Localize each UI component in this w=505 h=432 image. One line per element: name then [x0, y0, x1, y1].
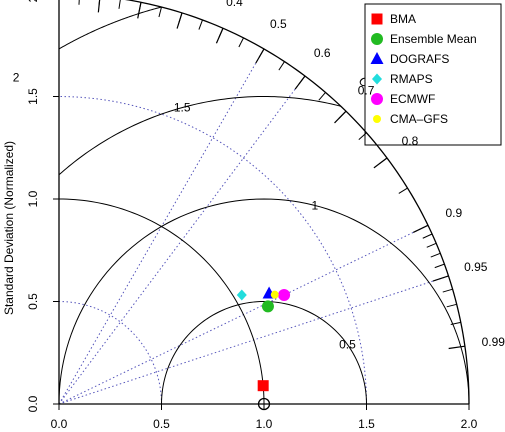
correlation-tick-label: 0.5	[270, 17, 287, 31]
correlation-minor-tick	[450, 321, 461, 325]
correlation-tick	[412, 224, 429, 233]
reference-marker	[257, 397, 271, 411]
correlation-tick	[373, 157, 388, 169]
x-tick-label: 1.0	[256, 417, 273, 431]
point-bma	[257, 380, 269, 392]
y-tick-label: 1.0	[26, 190, 40, 207]
point-ecmwf	[278, 288, 291, 301]
x-tick-label: 2.0	[461, 417, 478, 431]
correlation-tick	[294, 75, 306, 90]
correlation-minor-tick	[434, 263, 445, 269]
correlation-tick-label: 0.7	[358, 84, 375, 98]
x-tick-label: 1.5	[358, 417, 375, 431]
rmsd-contour-label: 1	[312, 198, 319, 212]
point-rmaps	[236, 289, 247, 301]
point-cma-gfs	[270, 290, 279, 299]
correlation-minor-tick	[78, 0, 80, 5]
correlation-minor-tick	[426, 242, 437, 248]
correlation-minor-tick	[118, 0, 121, 9]
legend-label: ECMWF	[390, 92, 435, 106]
y-tick-label: 1.5	[26, 88, 40, 105]
legend-label: BMA	[390, 12, 416, 26]
rmsd-contour-label: 1.5	[174, 101, 191, 115]
legend-marker	[371, 93, 383, 105]
rmsd-contour-label: 0.5	[339, 337, 356, 351]
correlation-minor-tick	[158, 6, 162, 18]
rmsd-contour	[58, 95, 342, 176]
y-tick-label: 2.0	[26, 0, 40, 2]
correlation-tick	[448, 345, 465, 350]
correlation-tick-label: 0.9	[445, 206, 462, 220]
correlation-minor-tick	[398, 187, 408, 194]
correlation-tick-label: 0.4	[226, 0, 243, 9]
correlation-tick	[137, 2, 142, 19]
correlation-minor-tick	[278, 61, 285, 71]
y-tick-label: 0.0	[26, 395, 40, 412]
rmsd-contour	[58, 6, 162, 50]
legend-marker	[371, 33, 383, 45]
legend: BMA Ensemble Mean DOGRAFS RMAPS ECMWF CMA–GFS	[364, 3, 502, 146]
correlation-minor-tick	[430, 252, 441, 258]
legend-label: Ensemble Mean	[390, 32, 477, 46]
correlation-tick-label: 0.6	[314, 46, 331, 60]
correlation-tick	[176, 12, 183, 29]
legend-marker	[372, 73, 382, 85]
legend-marker	[370, 52, 384, 64]
x-tick-label: 0.5	[153, 417, 170, 431]
legend-marker	[371, 13, 383, 25]
correlation-minor-tick	[442, 288, 453, 293]
point-ensemble-mean	[261, 300, 274, 313]
legend-box	[364, 3, 502, 146]
correlation-minor-tick	[318, 92, 326, 101]
x-tick-label: 0.0	[51, 417, 68, 431]
y-axis-label: Standard Deviation (Normalized)	[2, 141, 16, 315]
legend-label: CMA–GFS	[390, 112, 448, 126]
legend-label: DOGRAFS	[390, 52, 449, 66]
correlation-tick	[97, 0, 101, 13]
correlation-minor-tick	[198, 19, 203, 30]
correlation-minor-tick	[422, 233, 433, 239]
sd-arc-dotted	[58, 301, 162, 405]
correlation-tick-label: 0.99	[482, 335, 505, 349]
rmsd-contour-label: 2	[13, 70, 20, 84]
correlation-minor-tick	[358, 132, 367, 140]
correlation-tick	[432, 275, 449, 282]
outer-arc	[124, 0, 470, 405]
correlation-tick-label: 0.95	[464, 260, 488, 274]
y-tick-label: 0.5	[26, 293, 40, 310]
rmsd-contour	[58, 198, 470, 405]
correlation-tick-label: 0.8	[402, 134, 419, 148]
correlation-tick	[215, 27, 224, 44]
correlation-minor-tick	[446, 303, 457, 308]
legend-marker	[373, 115, 381, 123]
correlation-tick	[334, 110, 347, 124]
correlation-minor-tick	[238, 37, 244, 48]
rmsd-contour	[161, 300, 367, 405]
sd-arc-dotted	[58, 96, 367, 405]
correlation-tick	[255, 48, 265, 64]
sd-arc-reference	[58, 198, 265, 405]
legend-label: RMAPS	[390, 72, 433, 86]
